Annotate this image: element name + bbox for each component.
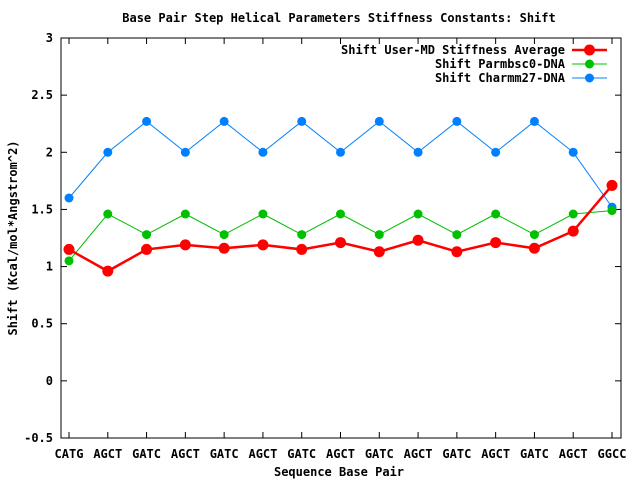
y-tick-label: 0.5 [31, 317, 53, 331]
y-tick-label: 2.5 [31, 88, 53, 102]
data-point [490, 237, 502, 249]
x-tick-label: GATC [132, 447, 161, 461]
data-point [297, 116, 307, 126]
y-tick-label: 1 [46, 260, 53, 274]
data-point [103, 147, 113, 157]
x-tick-label: GATC [287, 447, 316, 461]
data-point [491, 209, 501, 219]
data-point [336, 209, 345, 219]
x-tick-label: GGCC [598, 447, 627, 461]
data-point [296, 243, 308, 255]
data-point [568, 209, 578, 219]
x-axis-label: Sequence Base Pair [274, 465, 404, 479]
data-point [529, 116, 539, 126]
y-axis: -0.5 0 0.5 1 1.5 2 2.5 3 [24, 31, 621, 445]
data-point [412, 234, 424, 246]
x-tick-label: GATC [520, 447, 549, 461]
series-3 [64, 116, 617, 212]
x-axis: CATG AGCT GATC AGCT GATC AGCT GATC AGCT GATC AGCT… [55, 38, 627, 461]
data-point [451, 246, 463, 258]
data-point [452, 230, 462, 240]
data-point [258, 147, 268, 157]
x-tick-label: GATC [442, 447, 471, 461]
data-point [568, 147, 578, 157]
data-point [529, 230, 539, 240]
x-tick-label: CATG [55, 447, 84, 461]
data-point [142, 116, 152, 126]
data-point [335, 237, 346, 249]
series-line [68, 184, 613, 273]
data-point [219, 230, 229, 240]
y-axis-label: Shift (Kcal/mol*Angstrom^2) [6, 140, 20, 335]
x-tick-label: GATC [365, 447, 394, 461]
data-point [413, 209, 423, 219]
data-point [179, 239, 191, 251]
legend-marker [585, 73, 594, 83]
data-point [64, 256, 74, 266]
series-layer [63, 116, 618, 277]
y-tick-label: 1.5 [31, 202, 53, 216]
x-tick-label: AGCT [559, 447, 588, 461]
y-tick-label: 2 [46, 145, 53, 159]
data-point [257, 239, 269, 251]
legend-label: Shift Parmbsc0-DNA [435, 57, 566, 71]
data-point [102, 265, 114, 277]
data-point [491, 147, 501, 157]
data-point [567, 225, 579, 237]
data-point [297, 230, 307, 240]
y-tick-label: 3 [46, 31, 53, 45]
x-tick-label: AGCT [93, 447, 122, 461]
data-point [141, 243, 153, 255]
legend-marker [585, 59, 594, 69]
data-point [373, 246, 385, 258]
data-point [258, 209, 268, 219]
x-tick-label: AGCT [404, 447, 433, 461]
data-point [374, 230, 384, 240]
chart-title: Base Pair Step Helical Parameters Stiffn… [122, 11, 555, 25]
legend-item: Shift Charmm27-DNA [435, 71, 607, 85]
data-point [180, 147, 190, 157]
legend-item: Shift Parmbsc0-DNA [435, 57, 607, 71]
x-tick-label: AGCT [481, 447, 510, 461]
data-point [218, 242, 230, 254]
y-tick-label: 0 [46, 374, 53, 388]
data-point [142, 230, 152, 240]
x-tick-label: GATC [210, 447, 239, 461]
x-tick-label: AGCT [326, 447, 355, 461]
data-point [219, 116, 229, 126]
series-line [68, 120, 613, 208]
legend-marker [584, 44, 595, 56]
series-2 [64, 206, 617, 266]
legend-item: Shift User-MD Stiffness Average [341, 43, 607, 57]
data-point [528, 242, 540, 254]
data-point [103, 209, 113, 219]
data-point [607, 206, 617, 216]
data-point [374, 116, 384, 126]
legend-label: Shift Charmm27-DNA [435, 71, 566, 85]
series-1 [63, 179, 618, 277]
x-tick-label: AGCT [248, 447, 277, 461]
y-tick-label: -0.5 [24, 431, 53, 445]
data-point [452, 116, 462, 126]
data-point [180, 209, 190, 219]
legend-label: Shift User-MD Stiffness Average [341, 43, 565, 57]
x-tick-label: AGCT [171, 447, 200, 461]
data-point [413, 147, 423, 157]
data-point [606, 179, 618, 191]
data-point [336, 147, 345, 157]
data-point [63, 243, 75, 255]
data-point [64, 193, 74, 203]
